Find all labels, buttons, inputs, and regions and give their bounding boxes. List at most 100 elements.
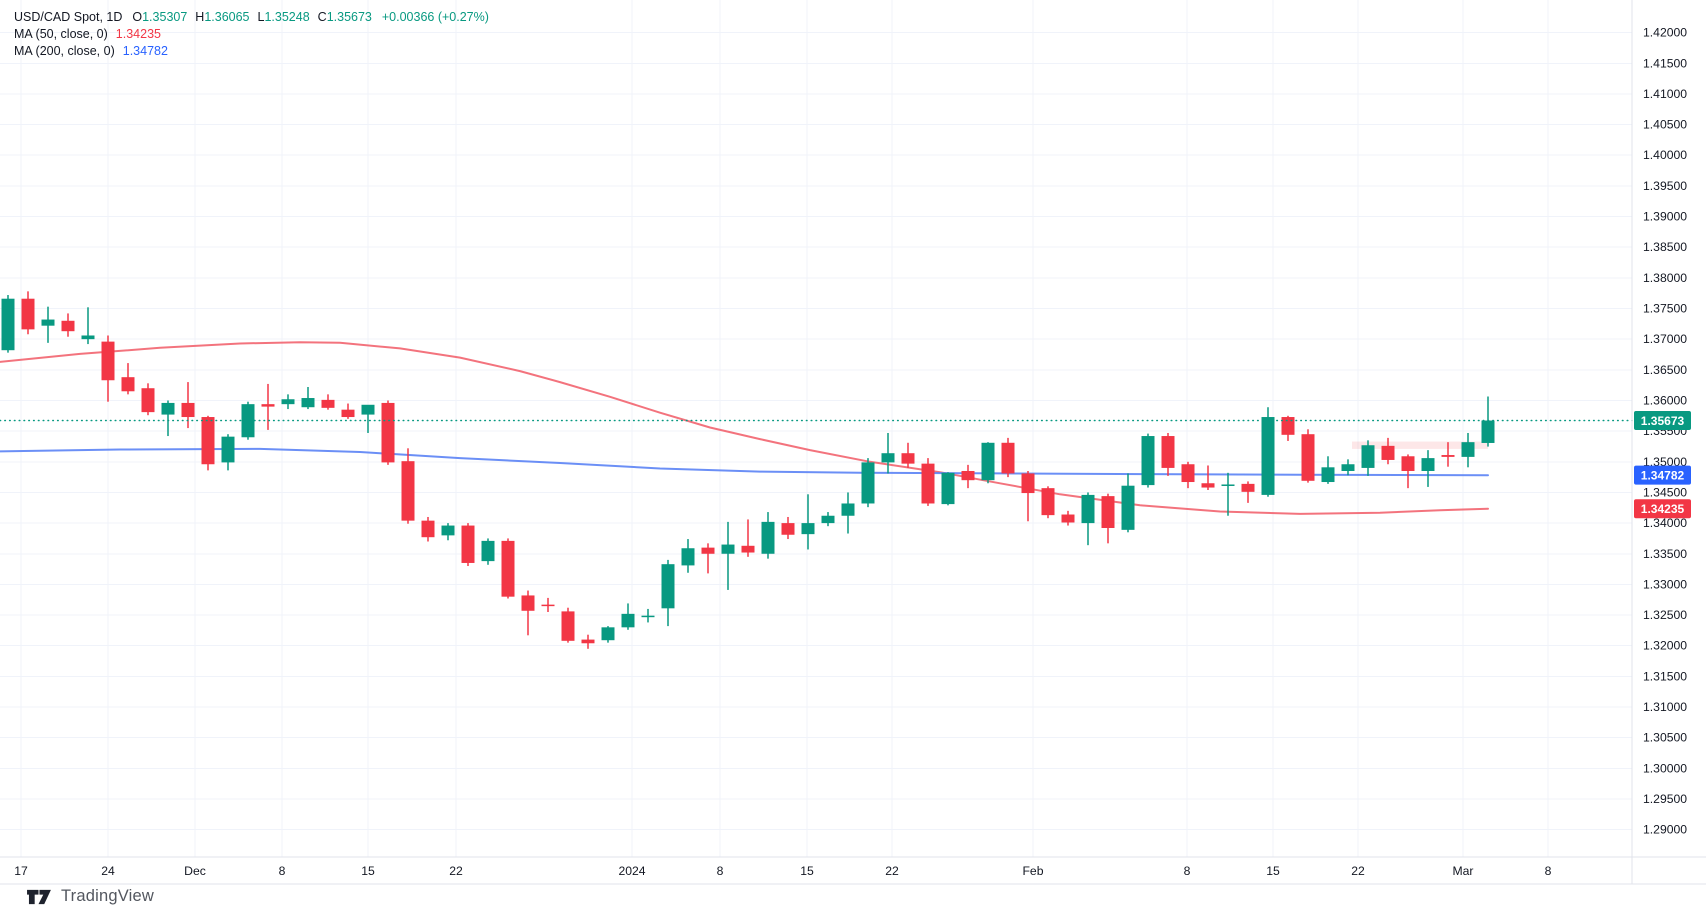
candle	[581, 634, 595, 649]
candle	[1441, 442, 1455, 467]
candle	[261, 383, 275, 430]
last-price-badge[interactable]: 1.35673	[1634, 411, 1691, 431]
price-scale-label: 1.38000	[1643, 271, 1687, 285]
price-scale-label: 1.39000	[1643, 210, 1687, 224]
candle	[901, 442, 915, 468]
candle	[1001, 437, 1015, 478]
ma200-price-badge-text: 1.34782	[1641, 468, 1685, 482]
candle-body	[941, 472, 955, 505]
legend-ma200-row[interactable]: MA (200, close, 0) 1.34782	[14, 43, 489, 59]
candle-body	[1, 298, 15, 351]
candle	[21, 291, 35, 335]
candle-body	[281, 399, 295, 405]
candle	[941, 472, 955, 506]
candle	[201, 415, 215, 471]
candle-body	[121, 377, 135, 392]
price-scale-label: 1.36000	[1643, 393, 1687, 407]
candle-body	[781, 523, 795, 535]
candle-body	[721, 544, 735, 554]
price-scale-label: 1.34000	[1643, 516, 1687, 530]
price-scale-label: 1.31500	[1643, 669, 1687, 683]
candle-body	[41, 319, 55, 326]
candle	[381, 400, 395, 465]
candle-body	[641, 615, 655, 618]
price-scale-label: 1.33000	[1643, 577, 1687, 591]
time-scale-label: 22	[1351, 864, 1365, 878]
candle	[161, 400, 175, 437]
candle-body	[881, 453, 895, 463]
candle	[701, 543, 715, 574]
candle	[921, 458, 935, 506]
candle-body	[1481, 420, 1495, 443]
time-scale-label: Dec	[184, 864, 206, 878]
candle-body	[381, 402, 395, 463]
candle-body	[1181, 464, 1195, 483]
ohlc-item-c: C1.35673	[317, 10, 372, 24]
time-scale-label: 8	[1184, 864, 1191, 878]
time-scale-label: 15	[361, 864, 375, 878]
candle-body	[461, 525, 475, 563]
candle-body	[1241, 483, 1255, 492]
candle	[601, 626, 615, 643]
candle	[421, 516, 435, 542]
candle-body	[441, 525, 455, 536]
candle-body	[561, 611, 575, 641]
candle-body	[481, 540, 495, 562]
candle-body	[1041, 488, 1055, 516]
candle	[1281, 415, 1295, 441]
candle	[1041, 486, 1055, 519]
price-scale-label: 1.31000	[1643, 700, 1687, 714]
candle	[1101, 493, 1115, 544]
candle	[1181, 461, 1195, 489]
legend-ma50-row[interactable]: MA (50, close, 0) 1.34235	[14, 26, 489, 42]
candle	[241, 401, 255, 440]
candle-body	[861, 462, 875, 504]
candle-body	[1021, 473, 1035, 494]
candle	[621, 603, 635, 630]
candle-body	[1281, 417, 1295, 435]
candle	[301, 386, 315, 410]
candle	[1361, 440, 1375, 476]
tradingview-logo-icon[interactable]	[25, 886, 52, 907]
candle	[1201, 465, 1215, 490]
candle	[221, 434, 235, 471]
candle-body	[1301, 434, 1315, 481]
candle	[1061, 510, 1075, 526]
candle-body	[361, 404, 375, 415]
candle	[1401, 454, 1415, 489]
candle-body	[901, 453, 915, 464]
time-scale-label: 8	[1545, 864, 1552, 878]
symbol-title: USD/CAD Spot, 1D	[14, 10, 123, 24]
candle	[1121, 473, 1135, 533]
candle-body	[1001, 442, 1015, 474]
price-scale-label: 1.29000	[1643, 823, 1687, 837]
candle	[1421, 450, 1435, 487]
candle-body	[421, 520, 435, 538]
chart-legend: USD/CAD Spot, 1D O1.35307 H1.36065 L1.35248…	[14, 9, 489, 60]
ma200-price-badge[interactable]: 1.34782	[1634, 465, 1691, 485]
candle-body	[961, 470, 975, 481]
legend-symbol-row[interactable]: USD/CAD Spot, 1D O1.35307 H1.36065 L1.35248…	[14, 9, 489, 25]
candle-body	[741, 545, 755, 553]
candle	[121, 363, 135, 395]
time-scale-label: Mar	[1453, 864, 1474, 878]
highlight-band	[1352, 441, 1488, 449]
candle	[141, 383, 155, 416]
candle	[341, 403, 355, 419]
candle-body	[801, 523, 815, 535]
candle	[961, 464, 975, 489]
candle-body	[581, 639, 595, 644]
ma50-price-badge[interactable]: 1.34235	[1634, 499, 1691, 519]
axes-layer: 1.42000 1.41500 1.41000 1.40500 1.40000 1.395…	[0, 0, 1706, 885]
ohlc-item-l: L1.35248	[257, 10, 310, 24]
price-scale-label: 1.30000	[1643, 761, 1687, 775]
price-scale-label: 1.33500	[1643, 547, 1687, 561]
time-scale-label: 2024	[618, 864, 645, 878]
candle-body	[261, 404, 275, 407]
price-scale-label: 1.37500	[1643, 302, 1687, 316]
tradingview-brand-text[interactable]: TradingView	[61, 887, 154, 905]
candle	[861, 458, 875, 508]
candle	[1301, 429, 1315, 483]
candle-body	[981, 442, 995, 481]
